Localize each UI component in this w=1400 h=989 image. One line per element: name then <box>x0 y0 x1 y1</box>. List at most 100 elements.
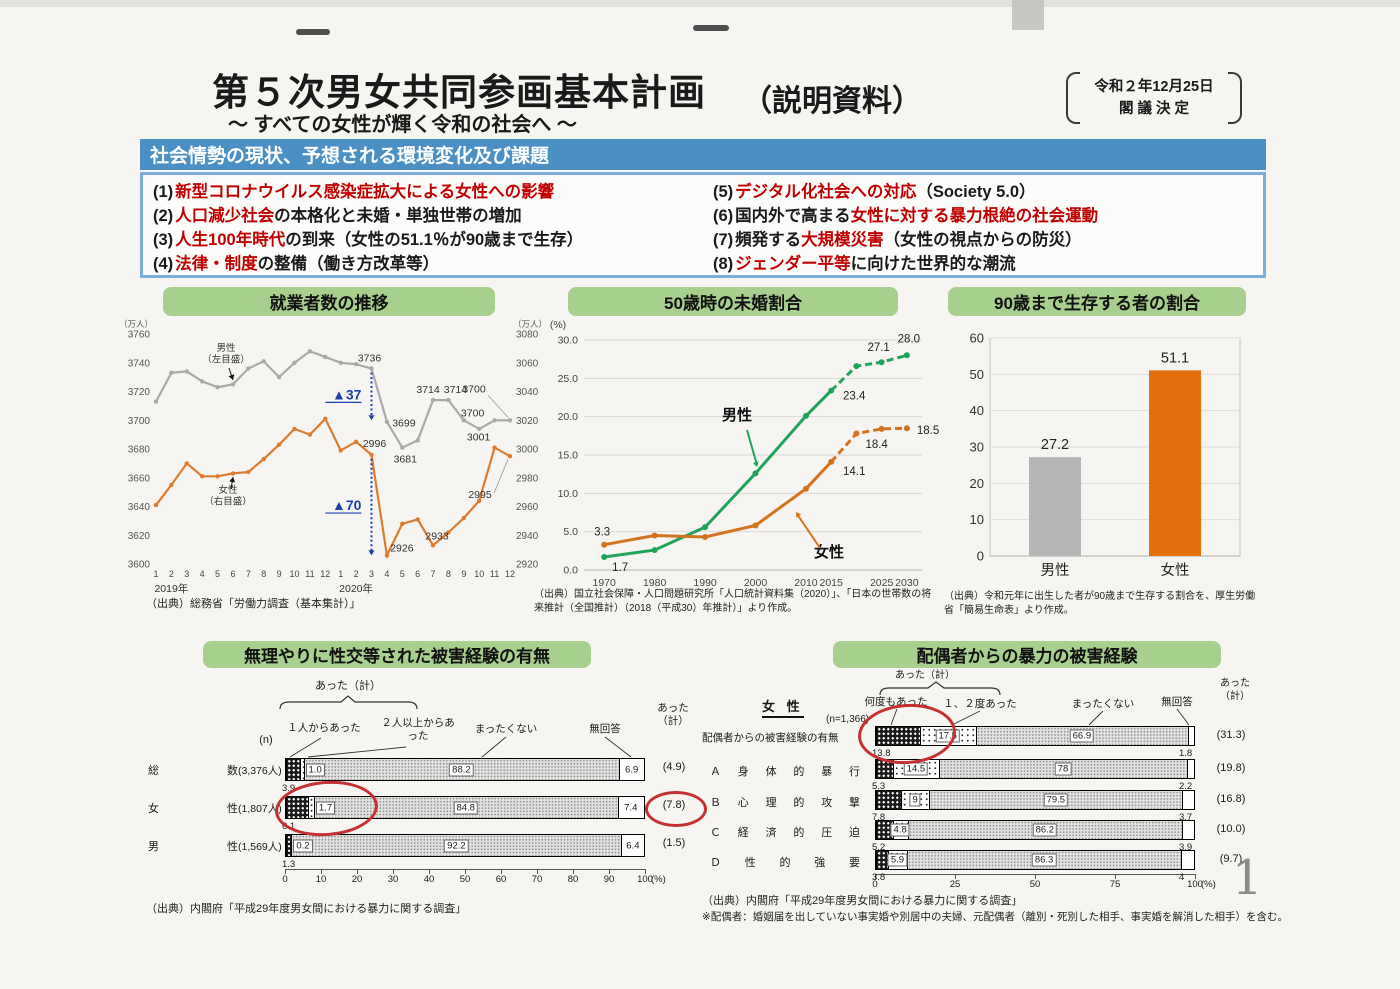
svg-text:3700: 3700 <box>462 383 486 395</box>
col-header-total-line2: （計） <box>1220 690 1250 702</box>
svg-text:10: 10 <box>474 569 484 579</box>
svg-text:3700: 3700 <box>128 416 151 427</box>
bar-男性 <box>1029 457 1081 556</box>
svg-text:12: 12 <box>320 569 330 579</box>
svg-text:1980: 1980 <box>643 577 667 589</box>
segment-value-below: 1.3 <box>282 859 296 870</box>
axis-tick <box>1115 874 1116 879</box>
row-total: (31.3) <box>1216 729 1246 741</box>
col-header-total: あった （計） <box>644 702 702 727</box>
bar-segment <box>876 791 901 809</box>
segment-value-below: 6.1 <box>282 821 296 832</box>
source-unmarried: （出典）国立社会保障・人口問題研究所「人口統計資料集（2020）」、「日本の世帯… <box>534 589 932 614</box>
stacked-bar: 4.8 86.2 <box>875 820 1195 840</box>
axis-tick-label: 25 <box>949 879 961 890</box>
svg-text:3681: 3681 <box>394 454 418 466</box>
scan-artifact <box>1012 0 1044 30</box>
bar-segment <box>286 759 300 780</box>
issue-item: (4) 法律・制度の整備（働き方改革等） <box>153 252 699 276</box>
issue-number: (3) <box>153 231 174 249</box>
svg-text:5: 5 <box>400 569 405 579</box>
segment-value: 14.5 <box>903 762 929 776</box>
svg-text:▲70: ▲70 <box>332 497 362 513</box>
issue-item: (2) 人口減少社会の本格化と未婚・単独世帯の増加 <box>153 204 699 228</box>
decision-label: 閣 議 決 定 <box>1118 101 1190 117</box>
svg-text:15.0: 15.0 <box>558 450 579 462</box>
svg-text:30.0: 30.0 <box>558 335 579 347</box>
axis-tick <box>875 874 876 879</box>
col-header-atta-kei: あった（計） <box>895 670 955 681</box>
bar-segment <box>299 759 304 780</box>
series-projection-女性 <box>830 426 907 463</box>
row-label: 男性 <box>148 838 238 854</box>
svg-text:25.0: 25.0 <box>558 373 579 385</box>
svg-text:9: 9 <box>277 569 282 579</box>
axis-tick <box>1195 874 1196 879</box>
svg-text:3.3: 3.3 <box>594 527 610 539</box>
segment-value-below: 13.8 <box>872 748 891 759</box>
issue-text: 女性に対する暴力根絶の社会運動 <box>850 207 1099 225</box>
issue-text: 国内外で高まる <box>735 207 851 225</box>
row-label-char: 数 <box>227 765 238 777</box>
axis-tick-label: 50 <box>459 874 471 885</box>
svg-text:3699: 3699 <box>392 418 416 430</box>
svg-text:2019年: 2019年 <box>154 582 188 595</box>
page-number: 1 <box>1232 850 1263 906</box>
svg-text:（右目盛）: （右目盛） <box>204 496 252 508</box>
bar-segment <box>876 760 893 778</box>
connector-lines <box>279 695 632 758</box>
svg-text:20.0: 20.0 <box>558 411 579 423</box>
svg-text:20: 20 <box>970 476 984 491</box>
axis-tick <box>285 869 286 874</box>
source-survival: （出典）令和元年に出生した者が90歳まで生存する割合を、厚生労働省「簡易生命表」… <box>944 591 1256 616</box>
row-total: (1.5) <box>662 837 686 849</box>
chart-title-employment: 就業者数の推移 <box>163 287 495 316</box>
svg-text:男性: 男性 <box>1041 562 1070 579</box>
row-label-char: 暴 <box>821 766 833 778</box>
svg-text:5: 5 <box>215 569 220 579</box>
axis-tick <box>429 869 430 874</box>
svg-text:3: 3 <box>369 569 374 579</box>
svg-text:2025: 2025 <box>870 577 894 589</box>
page-title-suffix: （説明資料） <box>742 85 922 118</box>
issue-text: （女性の視点からの防災） <box>883 231 1082 249</box>
axis-unit: (%) <box>651 874 666 885</box>
svg-text:2: 2 <box>354 569 359 579</box>
col-header-one-person: １人からあった <box>287 722 361 734</box>
bar-segment <box>621 835 645 856</box>
issue-number: (1) <box>153 183 174 201</box>
issue-text: に向けた世界的な潮流 <box>850 255 1016 273</box>
bar-segment <box>1181 821 1195 839</box>
svg-text:（左目盛）: （左目盛） <box>202 354 250 366</box>
stacked-bar: 1.0 88.2 6.9 <box>285 758 645 781</box>
row-label-char: 心 <box>737 797 749 809</box>
row-n: (3,376人) <box>238 765 282 777</box>
svg-text:3620: 3620 <box>128 531 151 542</box>
axis-tick-label: 20 <box>351 874 363 885</box>
series-line-女性 <box>155 416 511 560</box>
svg-text:11: 11 <box>305 569 314 579</box>
segment-value-below: 4 <box>1179 872 1185 883</box>
segment-value: 92.2 <box>444 839 469 852</box>
page-subtitle: ～ すべての女性が輝く令和の社会へ ～ <box>228 114 577 136</box>
svg-text:10.0: 10.0 <box>558 488 579 500</box>
svg-text:3660: 3660 <box>128 473 151 484</box>
svg-text:30: 30 <box>970 440 984 455</box>
stacked-bar: 5.9 86.3 <box>875 850 1195 870</box>
row-label-char: 的 <box>793 827 805 839</box>
svg-text:10: 10 <box>970 512 984 527</box>
svg-text:23.4: 23.4 <box>843 391 866 403</box>
row-total: (9.7) <box>1219 853 1243 865</box>
issue-text: 大規模災害 <box>801 231 884 249</box>
issue-item: (8) ジェンダー平等に向けた世界的な潮流 <box>713 252 1259 276</box>
highlight-circle <box>645 791 707 827</box>
stacked-bar: 14.5 78 <box>875 759 1195 779</box>
source-spousal: （出典）内閣府「平成29年度男女間における暴力に関する調査」 <box>702 895 1023 907</box>
row-label-char: 総 <box>148 765 159 777</box>
source-assault: （出典）内閣府「平成29年度男女間における暴力に関する調査」 <box>146 903 467 915</box>
segment-value: 84.8 <box>453 801 478 814</box>
row-label-char: Ｂ <box>710 797 721 809</box>
axis-tick <box>537 869 538 874</box>
svg-text:3: 3 <box>184 569 189 579</box>
